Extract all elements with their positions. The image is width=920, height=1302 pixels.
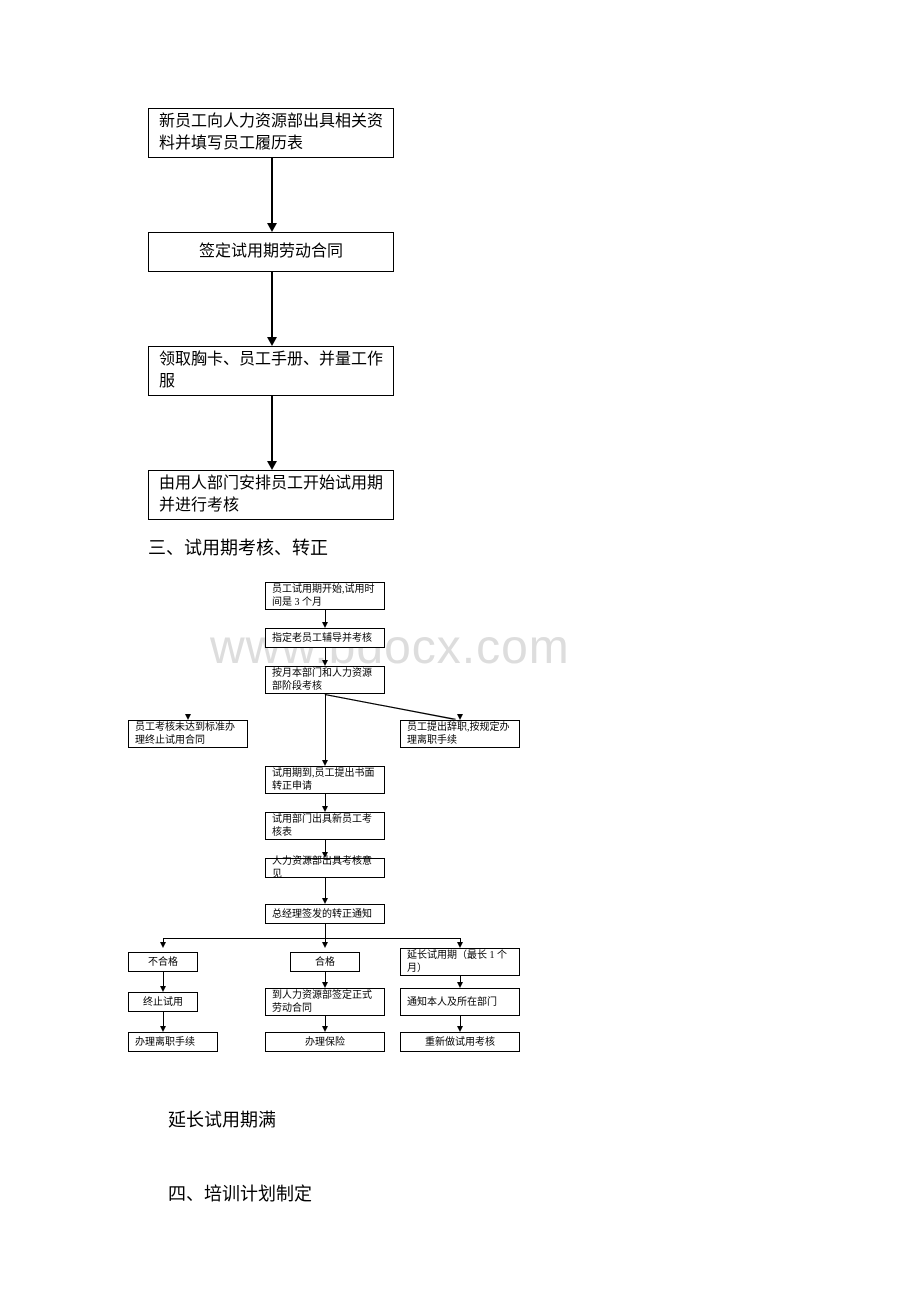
flow-box: 试用部门出具新员工考核表: [265, 812, 385, 840]
flow-box: 由用人部门安排员工开始试用期并进行考核: [148, 470, 394, 520]
arrow-line: [325, 972, 326, 982]
arrow-line: [325, 648, 326, 660]
arrow-line: [325, 694, 454, 720]
flow-box: 重新做试用考核: [400, 1032, 520, 1052]
arrow-line: [163, 938, 460, 939]
arrow-line: [325, 1016, 326, 1026]
flow-box: 到人力资源部签定正式劳动合同: [265, 988, 385, 1016]
arrow-line: [325, 794, 326, 806]
extend-probation-note: 延长试用期满: [168, 1106, 276, 1132]
flow-box: 员工试用期开始,试用时间是 3 个月: [265, 582, 385, 610]
flow-box: 办理离职手续: [128, 1032, 218, 1052]
flow-box: 合格: [290, 952, 360, 972]
arrow-line: [325, 924, 326, 938]
flow-box: 领取胸卡、员工手册、并量工作服: [148, 346, 394, 396]
flow-box: 终止试用: [128, 992, 198, 1012]
heading-4: 四、培训计划制定: [168, 1180, 312, 1206]
arrow-line: [325, 878, 326, 898]
page: 新员工向人力资源部出具相关资料并填写员工履历表签定试用期劳动合同领取胸卡、员工手…: [0, 0, 920, 1302]
arrow-line: [271, 158, 273, 223]
flow-box: 签定试用期劳动合同: [148, 232, 394, 272]
arrow-line: [325, 840, 326, 852]
arrow-head-icon: [160, 942, 166, 948]
watermark-text: www.bdocx.com: [210, 620, 570, 675]
arrow-head-icon: [267, 337, 277, 346]
arrow-line: [271, 272, 273, 337]
flow-box: 员工提出辞职,按规定办理离职手续: [400, 720, 520, 748]
arrow-line: [163, 972, 164, 986]
arrow-head-icon: [267, 223, 277, 232]
flow-box: 延长试用期（最长 1 个月）: [400, 948, 520, 976]
arrow-line: [325, 694, 326, 760]
arrow-head-icon: [267, 461, 277, 470]
flow-box: 人力资源部出具考核意见: [265, 858, 385, 878]
flow-box: 办理保险: [265, 1032, 385, 1052]
heading-3: 三、试用期考核、转正: [148, 534, 328, 560]
flow-box: 通知本人及所在部门: [400, 988, 520, 1016]
flow-box: 新员工向人力资源部出具相关资料并填写员工履历表: [148, 108, 394, 158]
flow-box: 不合格: [128, 952, 198, 972]
flow-box: 试用期到,员工提出书面转正申请: [265, 766, 385, 794]
flow-box: 指定老员工辅导并考核: [265, 628, 385, 648]
arrow-line: [325, 610, 326, 622]
arrow-line: [460, 1016, 461, 1026]
flow-box: 员工考核未达到标准办理终止试用合同: [128, 720, 248, 748]
arrow-head-icon: [322, 942, 328, 948]
arrow-line: [271, 396, 273, 461]
flow-box: 总经理签发的转正通知: [265, 904, 385, 924]
arrow-line: [163, 1012, 164, 1026]
flow-box: 按月本部门和人力资源部阶段考核: [265, 666, 385, 694]
